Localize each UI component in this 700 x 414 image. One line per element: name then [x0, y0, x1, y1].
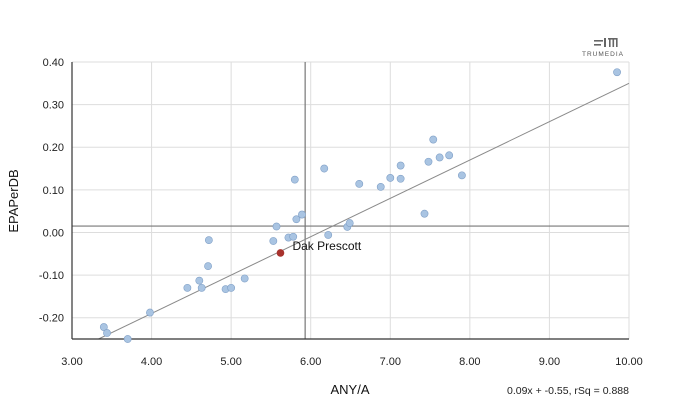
- x-tick-label: 3.00: [61, 356, 82, 368]
- y-axis-label: EPAPerDB: [6, 169, 21, 232]
- logo-text: TRUMEDIA: [582, 51, 624, 58]
- data-point: [197, 283, 206, 292]
- data-point: [376, 182, 385, 191]
- data-point: [227, 283, 236, 292]
- data-point: [269, 237, 278, 245]
- data-point: [396, 161, 405, 170]
- x-tick-label: 5.00: [220, 356, 241, 368]
- y-tick-label: 0.30: [43, 100, 64, 112]
- data-point: [424, 157, 433, 166]
- data-point: [292, 215, 301, 224]
- y-tick-label: -0.20: [39, 313, 64, 325]
- y-tick-label: 0.10: [43, 185, 64, 197]
- trendline-path: [98, 82, 630, 340]
- data-point: [99, 323, 108, 331]
- x-tick-label: 9.00: [539, 356, 560, 368]
- x-tick-label: 7.00: [380, 356, 401, 368]
- x-tick-label: 6.00: [300, 356, 321, 368]
- data-point: [324, 231, 333, 239]
- tick-labels: 3.00 4.00 5.00 6.00 7.00 8.00 9.00 10.00 -0.20 -0…: [39, 57, 643, 368]
- data-point: [123, 335, 132, 343]
- data-point: [355, 179, 364, 188]
- x-tick-label: 4.00: [141, 356, 162, 368]
- axes: [71, 62, 629, 340]
- data-point: [613, 68, 621, 77]
- highlight-label: Dak Prescott: [292, 239, 361, 253]
- highlight-marker: [276, 249, 285, 257]
- data-point: [290, 175, 299, 184]
- data-point: [320, 164, 329, 173]
- data-point: [183, 283, 192, 292]
- data-point: [445, 151, 454, 160]
- y-tick-label: 0.20: [43, 142, 64, 154]
- trumedia-logo-icon: TRUMEDIA: [582, 38, 624, 58]
- data-point: [103, 329, 111, 337]
- data-point: [298, 210, 306, 219]
- y-tick-label: 0.40: [43, 57, 64, 69]
- highlight-point: Dak Prescott: [276, 239, 362, 257]
- data-point: [146, 308, 154, 317]
- trendline: [98, 82, 630, 340]
- trendline-equation: 0.09x + -0.55, rSq = 0.888: [507, 385, 629, 397]
- data-points: [99, 68, 621, 343]
- data-point: [435, 153, 444, 162]
- mean-lines: [72, 62, 629, 339]
- y-tick-label: 0.00: [43, 227, 64, 239]
- y-tick-label: -0.10: [39, 270, 64, 282]
- grid-lines: [71, 61, 630, 339]
- data-point: [420, 209, 429, 218]
- data-point: [345, 219, 354, 227]
- data-point: [386, 174, 395, 182]
- data-point: [240, 274, 249, 283]
- data-point: [289, 232, 298, 241]
- x-tick-label: 8.00: [459, 356, 480, 368]
- data-point: [204, 262, 212, 271]
- data-point: [429, 135, 438, 144]
- x-axis-label: ANY/A: [330, 382, 369, 397]
- data-point: [272, 222, 281, 231]
- data-point: [195, 276, 204, 285]
- x-tick-label: 10.00: [615, 356, 643, 368]
- data-point: [396, 174, 405, 183]
- data-point: [204, 236, 213, 245]
- data-point: [457, 171, 466, 180]
